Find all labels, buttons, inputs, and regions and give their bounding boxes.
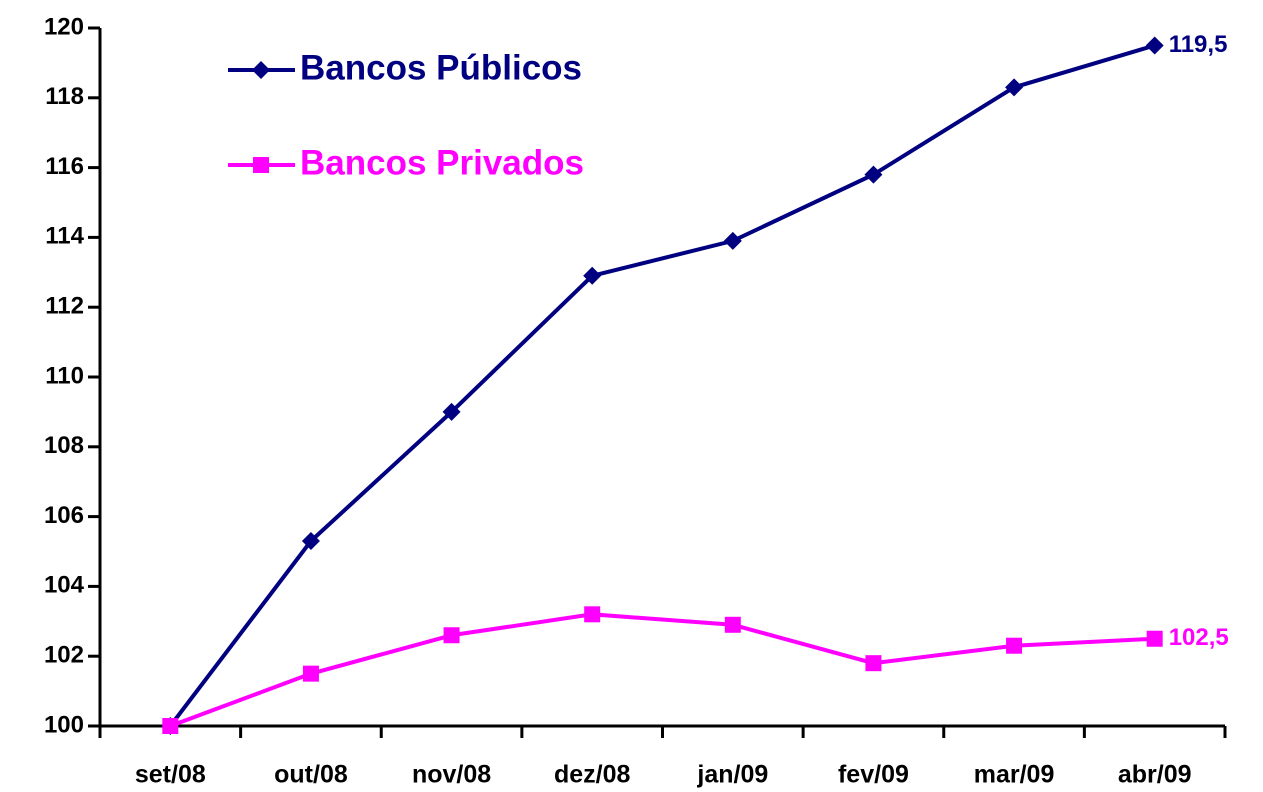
y-tick-label: 106 (44, 502, 84, 529)
point-marker (1145, 36, 1164, 55)
point-marker (584, 606, 601, 623)
legend-label: Bancos Privados (300, 143, 584, 182)
point-marker (723, 231, 742, 250)
y-tick-label: 100 (44, 711, 84, 738)
point-marker (1146, 630, 1163, 647)
point-marker (442, 402, 461, 421)
x-tick-label: fev/09 (838, 761, 909, 789)
legend-marker (253, 157, 269, 173)
y-tick-label: 108 (44, 432, 84, 459)
point-marker (301, 532, 320, 551)
y-tick-label: 120 (44, 13, 84, 40)
point-marker (443, 627, 460, 644)
point-marker (724, 616, 741, 633)
value-label: 102,5 (1169, 624, 1229, 651)
x-tick-label: jan/09 (696, 761, 768, 789)
y-tick-label: 116 (45, 153, 84, 180)
x-tick-label: abr/09 (1118, 761, 1192, 789)
point-marker (302, 665, 319, 682)
point-marker (864, 165, 883, 184)
y-tick-label: 102 (44, 642, 84, 669)
x-tick-label: out/08 (274, 761, 348, 789)
x-tick-label: nov/08 (412, 761, 491, 789)
point-marker (1005, 78, 1024, 97)
y-tick-label: 114 (45, 223, 84, 250)
y-tick-label: 110 (45, 362, 84, 389)
point-marker (1006, 637, 1023, 654)
y-tick-label: 112 (45, 293, 84, 320)
series-line (168, 43, 1156, 728)
y-tick-label: 118 (45, 83, 84, 110)
legend-label: Bancos Públicos (300, 48, 582, 87)
x-tick-label: dez/08 (554, 761, 631, 789)
legend-marker (252, 61, 270, 79)
series-line (169, 612, 1155, 728)
point-marker (162, 718, 179, 734)
x-tick-label: mar/09 (974, 761, 1055, 789)
y-tick-label: 104 (44, 572, 85, 599)
x-tick-label: set/08 (135, 761, 206, 789)
point-marker (865, 655, 882, 672)
value-label: 119,5 (1169, 31, 1228, 58)
point-marker (583, 266, 602, 285)
